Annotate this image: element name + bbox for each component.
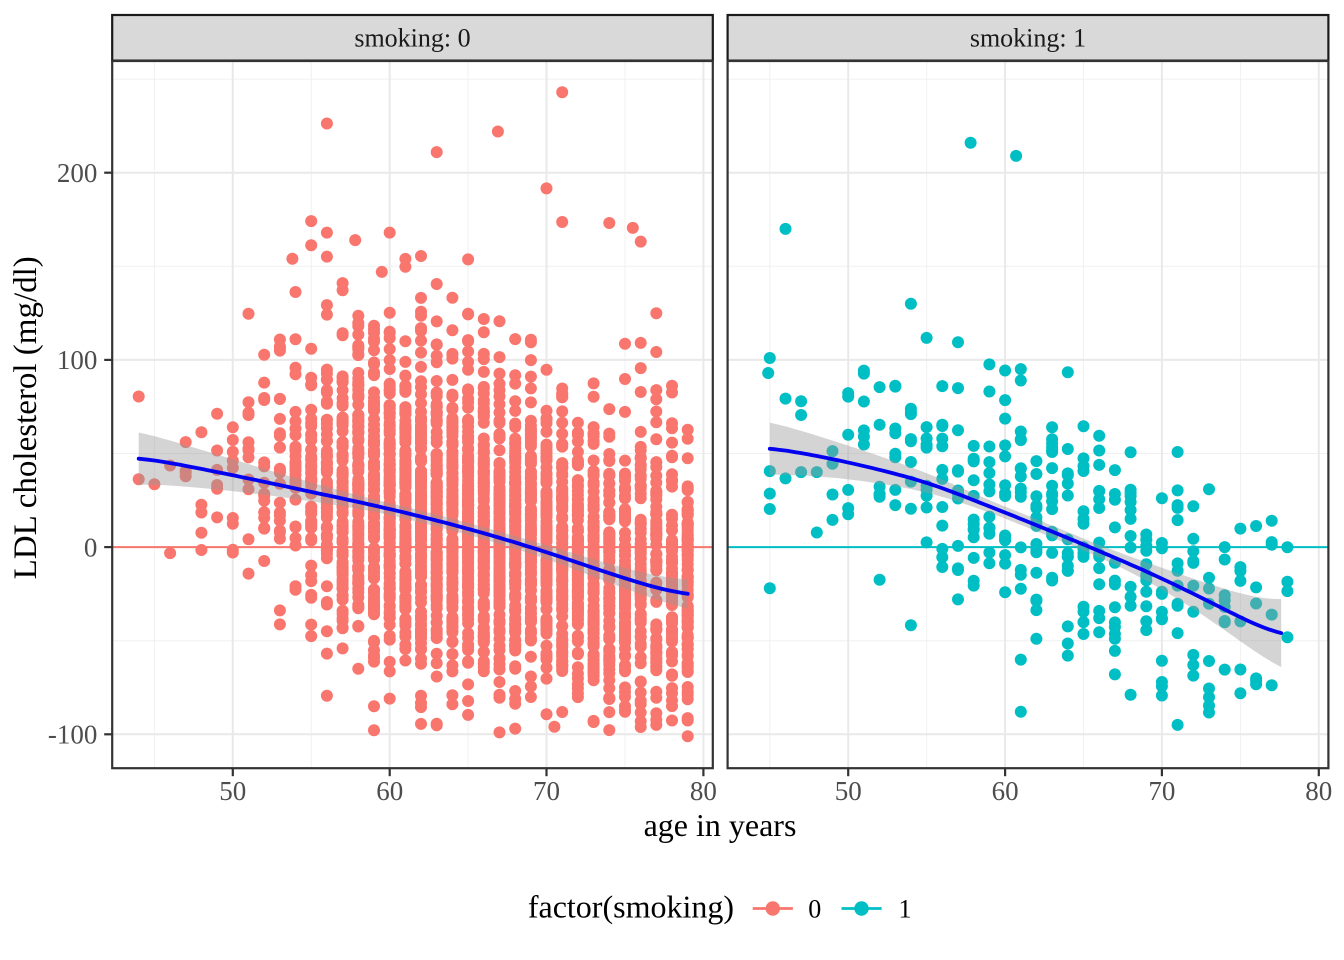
- svg-text:60: 60: [992, 776, 1019, 806]
- svg-text:70: 70: [533, 776, 560, 806]
- svg-text:0: 0: [808, 895, 821, 924]
- svg-text:100: 100: [57, 345, 98, 375]
- svg-text:smoking: 0: smoking: 0: [354, 23, 470, 52]
- svg-text:age in years: age in years: [644, 807, 797, 843]
- svg-text:LDL cholesterol (mg/dl): LDL cholesterol (mg/dl): [8, 256, 44, 579]
- svg-text:80: 80: [1305, 776, 1332, 806]
- svg-text:1: 1: [899, 895, 912, 924]
- svg-text:factor(smoking): factor(smoking): [528, 889, 734, 925]
- svg-text:-100: -100: [48, 720, 98, 750]
- svg-text:80: 80: [690, 776, 717, 806]
- svg-text:60: 60: [376, 776, 403, 806]
- svg-text:0: 0: [84, 532, 98, 562]
- svg-text:200: 200: [57, 158, 98, 188]
- svg-text:70: 70: [1148, 776, 1175, 806]
- svg-text:50: 50: [219, 776, 246, 806]
- svg-text:50: 50: [835, 776, 862, 806]
- svg-text:smoking: 1: smoking: 1: [970, 23, 1086, 52]
